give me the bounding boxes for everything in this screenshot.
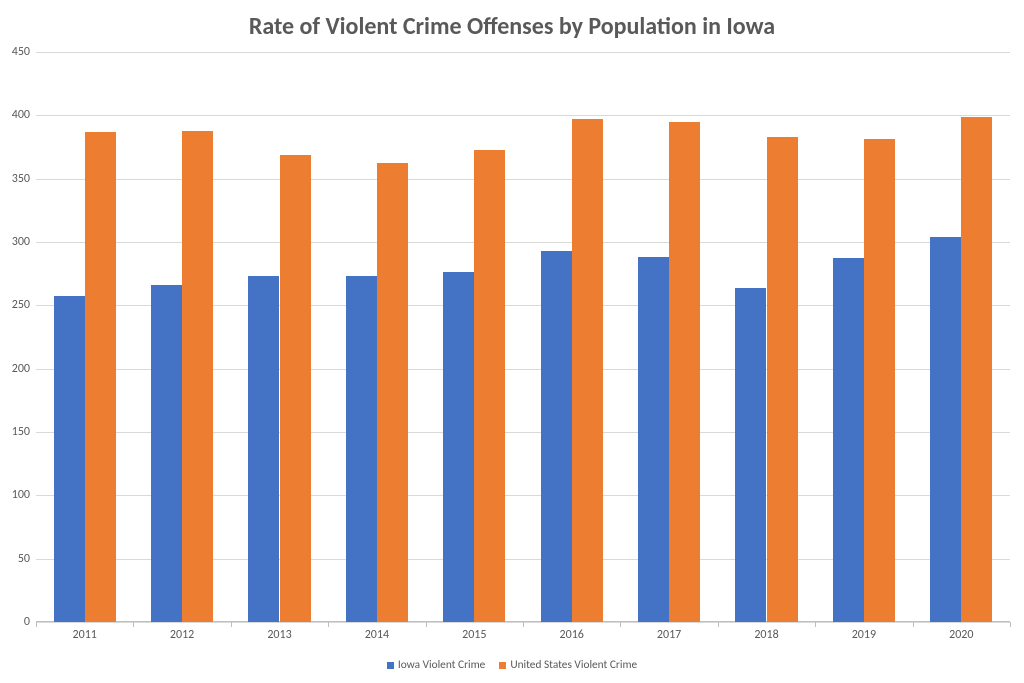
y-tick-label: 150 (12, 425, 36, 439)
x-tick-mark (231, 622, 232, 627)
x-tick-mark (133, 622, 134, 627)
x-tick-mark (815, 622, 816, 627)
bar (572, 119, 603, 622)
bar (638, 257, 669, 622)
x-tick-mark (620, 622, 621, 627)
x-tick-mark (328, 622, 329, 627)
x-tick-label: 2013 (267, 622, 291, 642)
bar (474, 150, 505, 622)
x-tick-label: 2015 (462, 622, 486, 642)
bar (930, 237, 961, 622)
bar (669, 122, 700, 622)
x-tick-label: 2018 (754, 622, 778, 642)
y-tick-label: 300 (12, 235, 36, 249)
bar (833, 258, 864, 622)
bar (735, 288, 766, 622)
legend-swatch (499, 662, 506, 669)
bar (280, 155, 311, 622)
y-tick-label: 450 (12, 45, 36, 59)
legend-label: United States Violent Crime (510, 658, 637, 672)
bar (182, 131, 213, 622)
chart-container: Rate of Violent Crime Offenses by Popula… (0, 0, 1024, 683)
legend-label: Iowa Violent Crime (398, 658, 485, 672)
legend-swatch (387, 662, 394, 669)
legend-item: United States Violent Crime (499, 658, 637, 672)
y-tick-label: 250 (12, 298, 36, 312)
x-tick-label: 2016 (560, 622, 584, 642)
gridline (36, 115, 1010, 116)
x-tick-mark (913, 622, 914, 627)
bar (541, 251, 572, 622)
bar (443, 272, 474, 622)
y-tick-label: 0 (24, 615, 36, 629)
legend: Iowa Violent Crime United States Violent … (0, 658, 1024, 672)
x-tick-mark (36, 622, 37, 627)
x-tick-label: 2019 (852, 622, 876, 642)
bar (248, 276, 279, 622)
y-tick-label: 100 (12, 488, 36, 502)
bar (377, 163, 408, 622)
x-tick-mark (718, 622, 719, 627)
bar (767, 137, 798, 622)
bar (864, 139, 895, 622)
y-tick-label: 400 (12, 108, 36, 122)
bar (151, 285, 182, 622)
gridline (36, 52, 1010, 53)
y-tick-label: 50 (18, 552, 36, 566)
x-tick-label: 2011 (73, 622, 97, 642)
x-tick-label: 2020 (949, 622, 973, 642)
y-tick-label: 350 (12, 172, 36, 186)
x-tick-label: 2017 (657, 622, 681, 642)
x-tick-label: 2014 (365, 622, 389, 642)
x-tick-mark (1010, 622, 1011, 627)
x-tick-mark (426, 622, 427, 627)
chart-title: Rate of Violent Crime Offenses by Popula… (0, 12, 1024, 41)
legend-item: Iowa Violent Crime (387, 658, 485, 672)
x-tick-mark (523, 622, 524, 627)
bar (346, 276, 377, 622)
bar (85, 132, 116, 622)
bar (54, 296, 85, 622)
bar (961, 117, 992, 622)
y-tick-label: 200 (12, 362, 36, 376)
plot-area: 0501001502002503003504004502011201220132… (36, 52, 1010, 622)
x-tick-label: 2012 (170, 622, 194, 642)
